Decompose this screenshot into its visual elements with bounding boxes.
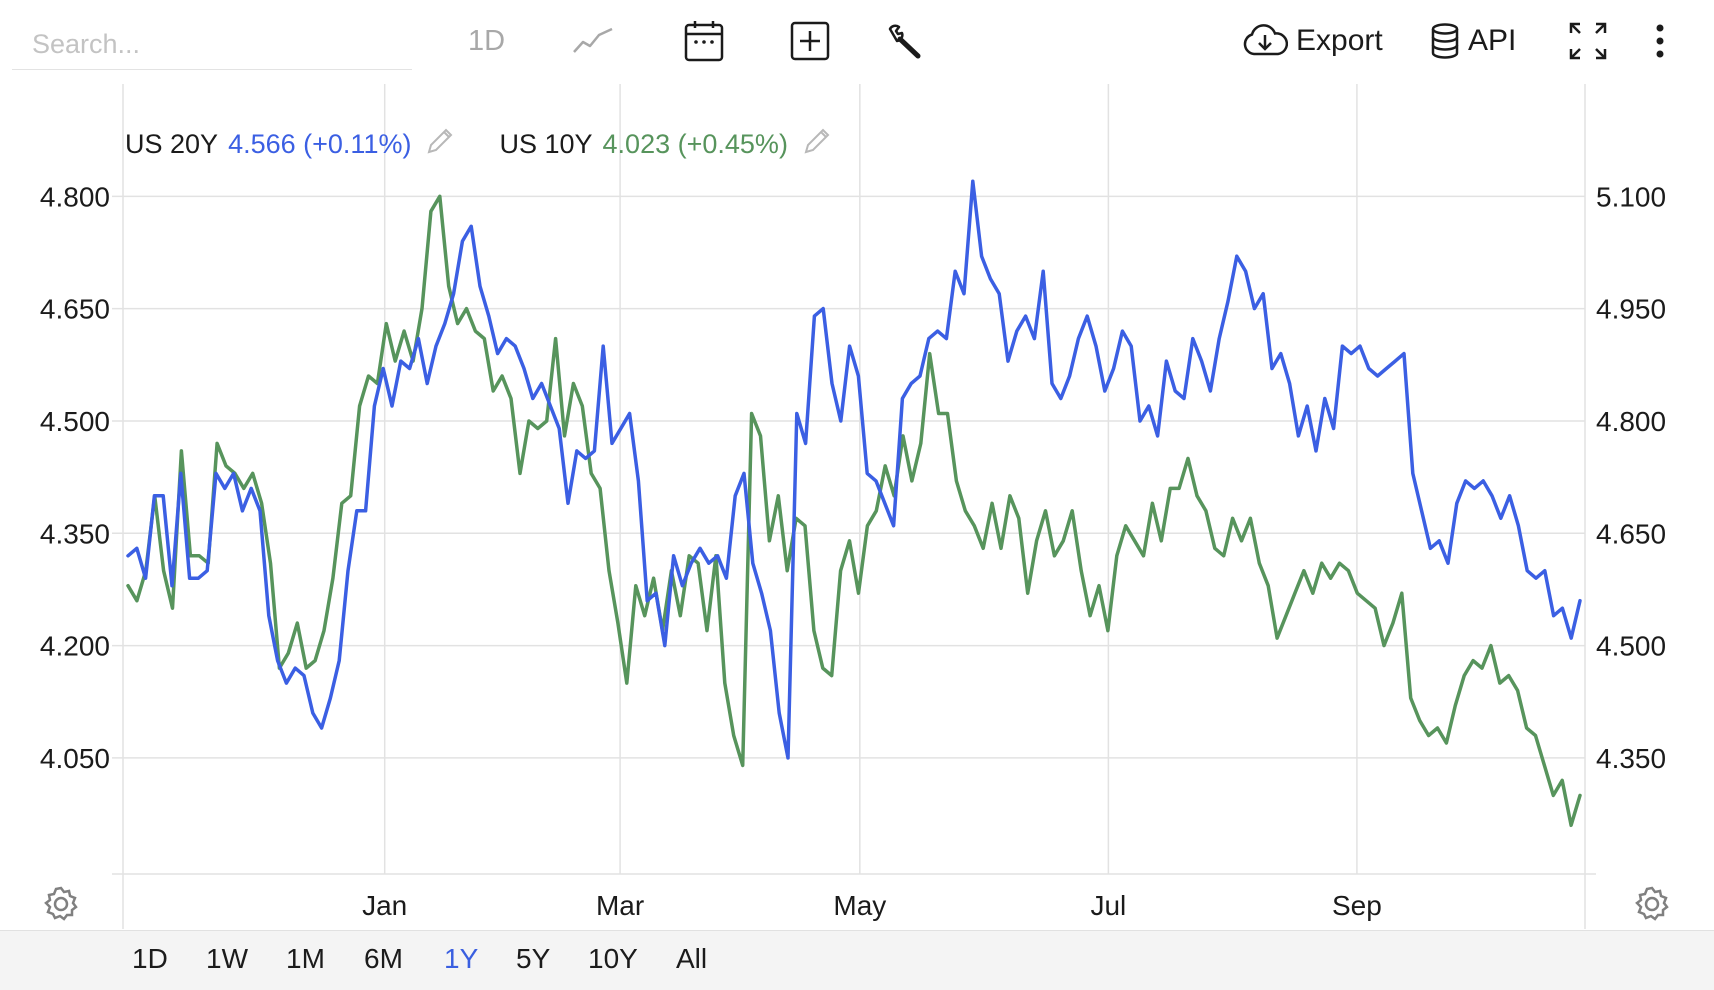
x-tick-label: Sep <box>1332 890 1382 921</box>
database-icon <box>1431 23 1459 59</box>
legend-value-us10y: 4.023 (+0.45%) <box>603 129 788 160</box>
chart-legend: US 20Y 4.566 (+0.11%) US 10Y 4.023 (+0.4… <box>125 124 876 164</box>
vertical-dots-icon <box>1656 24 1664 58</box>
right-tick-label: 4.950 <box>1596 294 1666 325</box>
series-layer <box>126 179 1582 828</box>
x-tick-label: Mar <box>596 890 644 921</box>
export-label: Export <box>1296 24 1383 57</box>
legend-name-us20y: US 20Y <box>125 128 219 159</box>
x-tick-label: Jul <box>1090 890 1126 921</box>
more-options-button[interactable] <box>1654 18 1666 64</box>
plus-square-icon <box>790 21 830 61</box>
expand-icon <box>1569 22 1607 60</box>
add-indicator-button[interactable] <box>790 18 830 64</box>
axes: 4.800 5.100 4.650 4.950 4.500 4.800 4.350 4.650… <box>40 181 1666 921</box>
right-tick-label: 4.500 <box>1596 631 1666 662</box>
wrench-icon <box>888 24 921 59</box>
interval-button[interactable]: 1D <box>468 24 506 57</box>
legend-change-us10y: (+0.45%) <box>677 128 788 159</box>
left-tick-label: 4.500 <box>40 406 110 437</box>
left-tick-label: 4.800 <box>40 181 110 212</box>
legend-value-us20y: 4.566 (+0.11%) <box>228 129 411 160</box>
legend-price-us10y: 4.023 <box>602 128 671 159</box>
range-button-1d[interactable]: 1D <box>132 943 168 974</box>
api-button[interactable]: API <box>1430 18 1516 64</box>
line-chart-icon <box>573 27 613 53</box>
yield-chart[interactable]: 4.800 5.100 4.650 4.950 4.500 4.800 4.350 4.650… <box>0 84 1714 930</box>
range-button-1m[interactable]: 1M <box>286 943 325 974</box>
pencil-icon <box>428 128 453 153</box>
left-tick-label: 4.650 <box>40 294 110 325</box>
x-tick-label: Jan <box>362 890 407 921</box>
range-button-5y[interactable]: 5Y <box>516 943 551 974</box>
gear-icon <box>1635 886 1669 921</box>
left-tick-label: 4.350 <box>40 518 110 549</box>
right-tick-label: 4.650 <box>1596 518 1666 549</box>
right-tick-label: 4.350 <box>1596 743 1666 774</box>
tools-button[interactable] <box>884 18 924 64</box>
series-line-us10y[interactable] <box>126 194 1582 828</box>
search-input[interactable] <box>12 20 412 70</box>
legend-change-us20y: (+0.11%) <box>303 128 412 159</box>
range-selector: 1D 1W 1M 6M 1Y 5Y 10Y All <box>0 930 1714 990</box>
range-button-10y[interactable]: 10Y <box>588 943 638 974</box>
legend-name-us10y: US 10Y <box>499 128 593 159</box>
chart-type-button[interactable] <box>572 18 614 64</box>
x-tick-label: May <box>833 890 886 921</box>
grid <box>112 84 1596 929</box>
left-settings-button[interactable] <box>44 886 78 921</box>
right-settings-button[interactable] <box>1635 886 1669 921</box>
pencil-icon <box>804 128 830 153</box>
edit-series-us20y-button[interactable] <box>425 126 455 163</box>
range-button-all[interactable]: All <box>676 943 708 974</box>
range-button-1y[interactable]: 1Y <box>444 943 479 974</box>
range-button-6m[interactable]: 6M <box>364 943 403 974</box>
left-tick-label: 4.200 <box>40 631 110 662</box>
edit-series-us10y-button[interactable] <box>802 126 832 163</box>
legend-price-us20y: 4.566 <box>228 128 296 159</box>
cloud-download-icon <box>1243 24 1288 56</box>
right-tick-label: 5.100 <box>1596 181 1666 212</box>
toolbar: 1D Export <box>0 0 1714 84</box>
fullscreen-button[interactable] <box>1568 18 1608 64</box>
api-label: API <box>1468 24 1517 57</box>
export-button[interactable]: Export <box>1242 18 1383 64</box>
right-tick-label: 4.800 <box>1596 406 1666 437</box>
series-line-us20y[interactable] <box>126 179 1582 760</box>
left-tick-label: 4.050 <box>40 743 110 774</box>
range-button-1w[interactable]: 1W <box>206 943 248 974</box>
gear-icon <box>44 886 78 921</box>
calendar-button[interactable] <box>684 18 724 64</box>
calendar-icon <box>684 21 724 62</box>
